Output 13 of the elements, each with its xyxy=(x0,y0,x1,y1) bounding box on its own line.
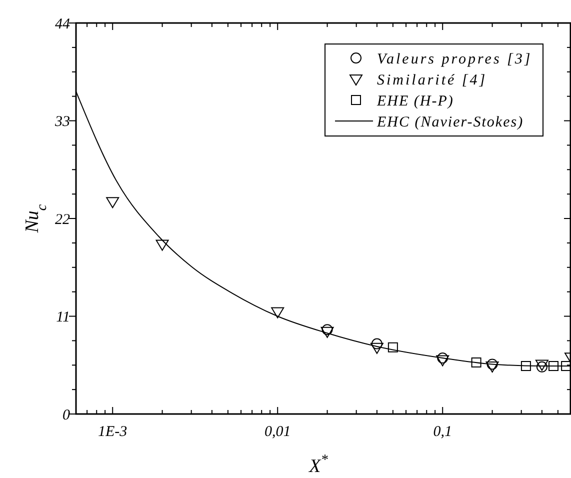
y-tick-label: 11 xyxy=(56,310,70,326)
y-tick-label: 22 xyxy=(55,212,70,228)
legend-label: Similarité [4] xyxy=(377,72,488,88)
x-tick-label: 0,01 xyxy=(264,424,291,440)
x-axis-title: X$^{*}$ xyxy=(308,452,329,477)
legend-label: Valeurs propres [3] xyxy=(377,51,532,68)
x-tick-label: 1E-3 xyxy=(98,424,128,440)
legend-label: EHC (Navier-Stokes) xyxy=(376,114,524,130)
y-tick-label: 33 xyxy=(54,114,70,130)
x-tick-label: 0,1 xyxy=(433,424,452,440)
y-tick-label: 0 xyxy=(62,407,70,424)
y-tick-label: 44 xyxy=(55,16,70,32)
legend-label: EHE (H-P) xyxy=(376,93,454,110)
